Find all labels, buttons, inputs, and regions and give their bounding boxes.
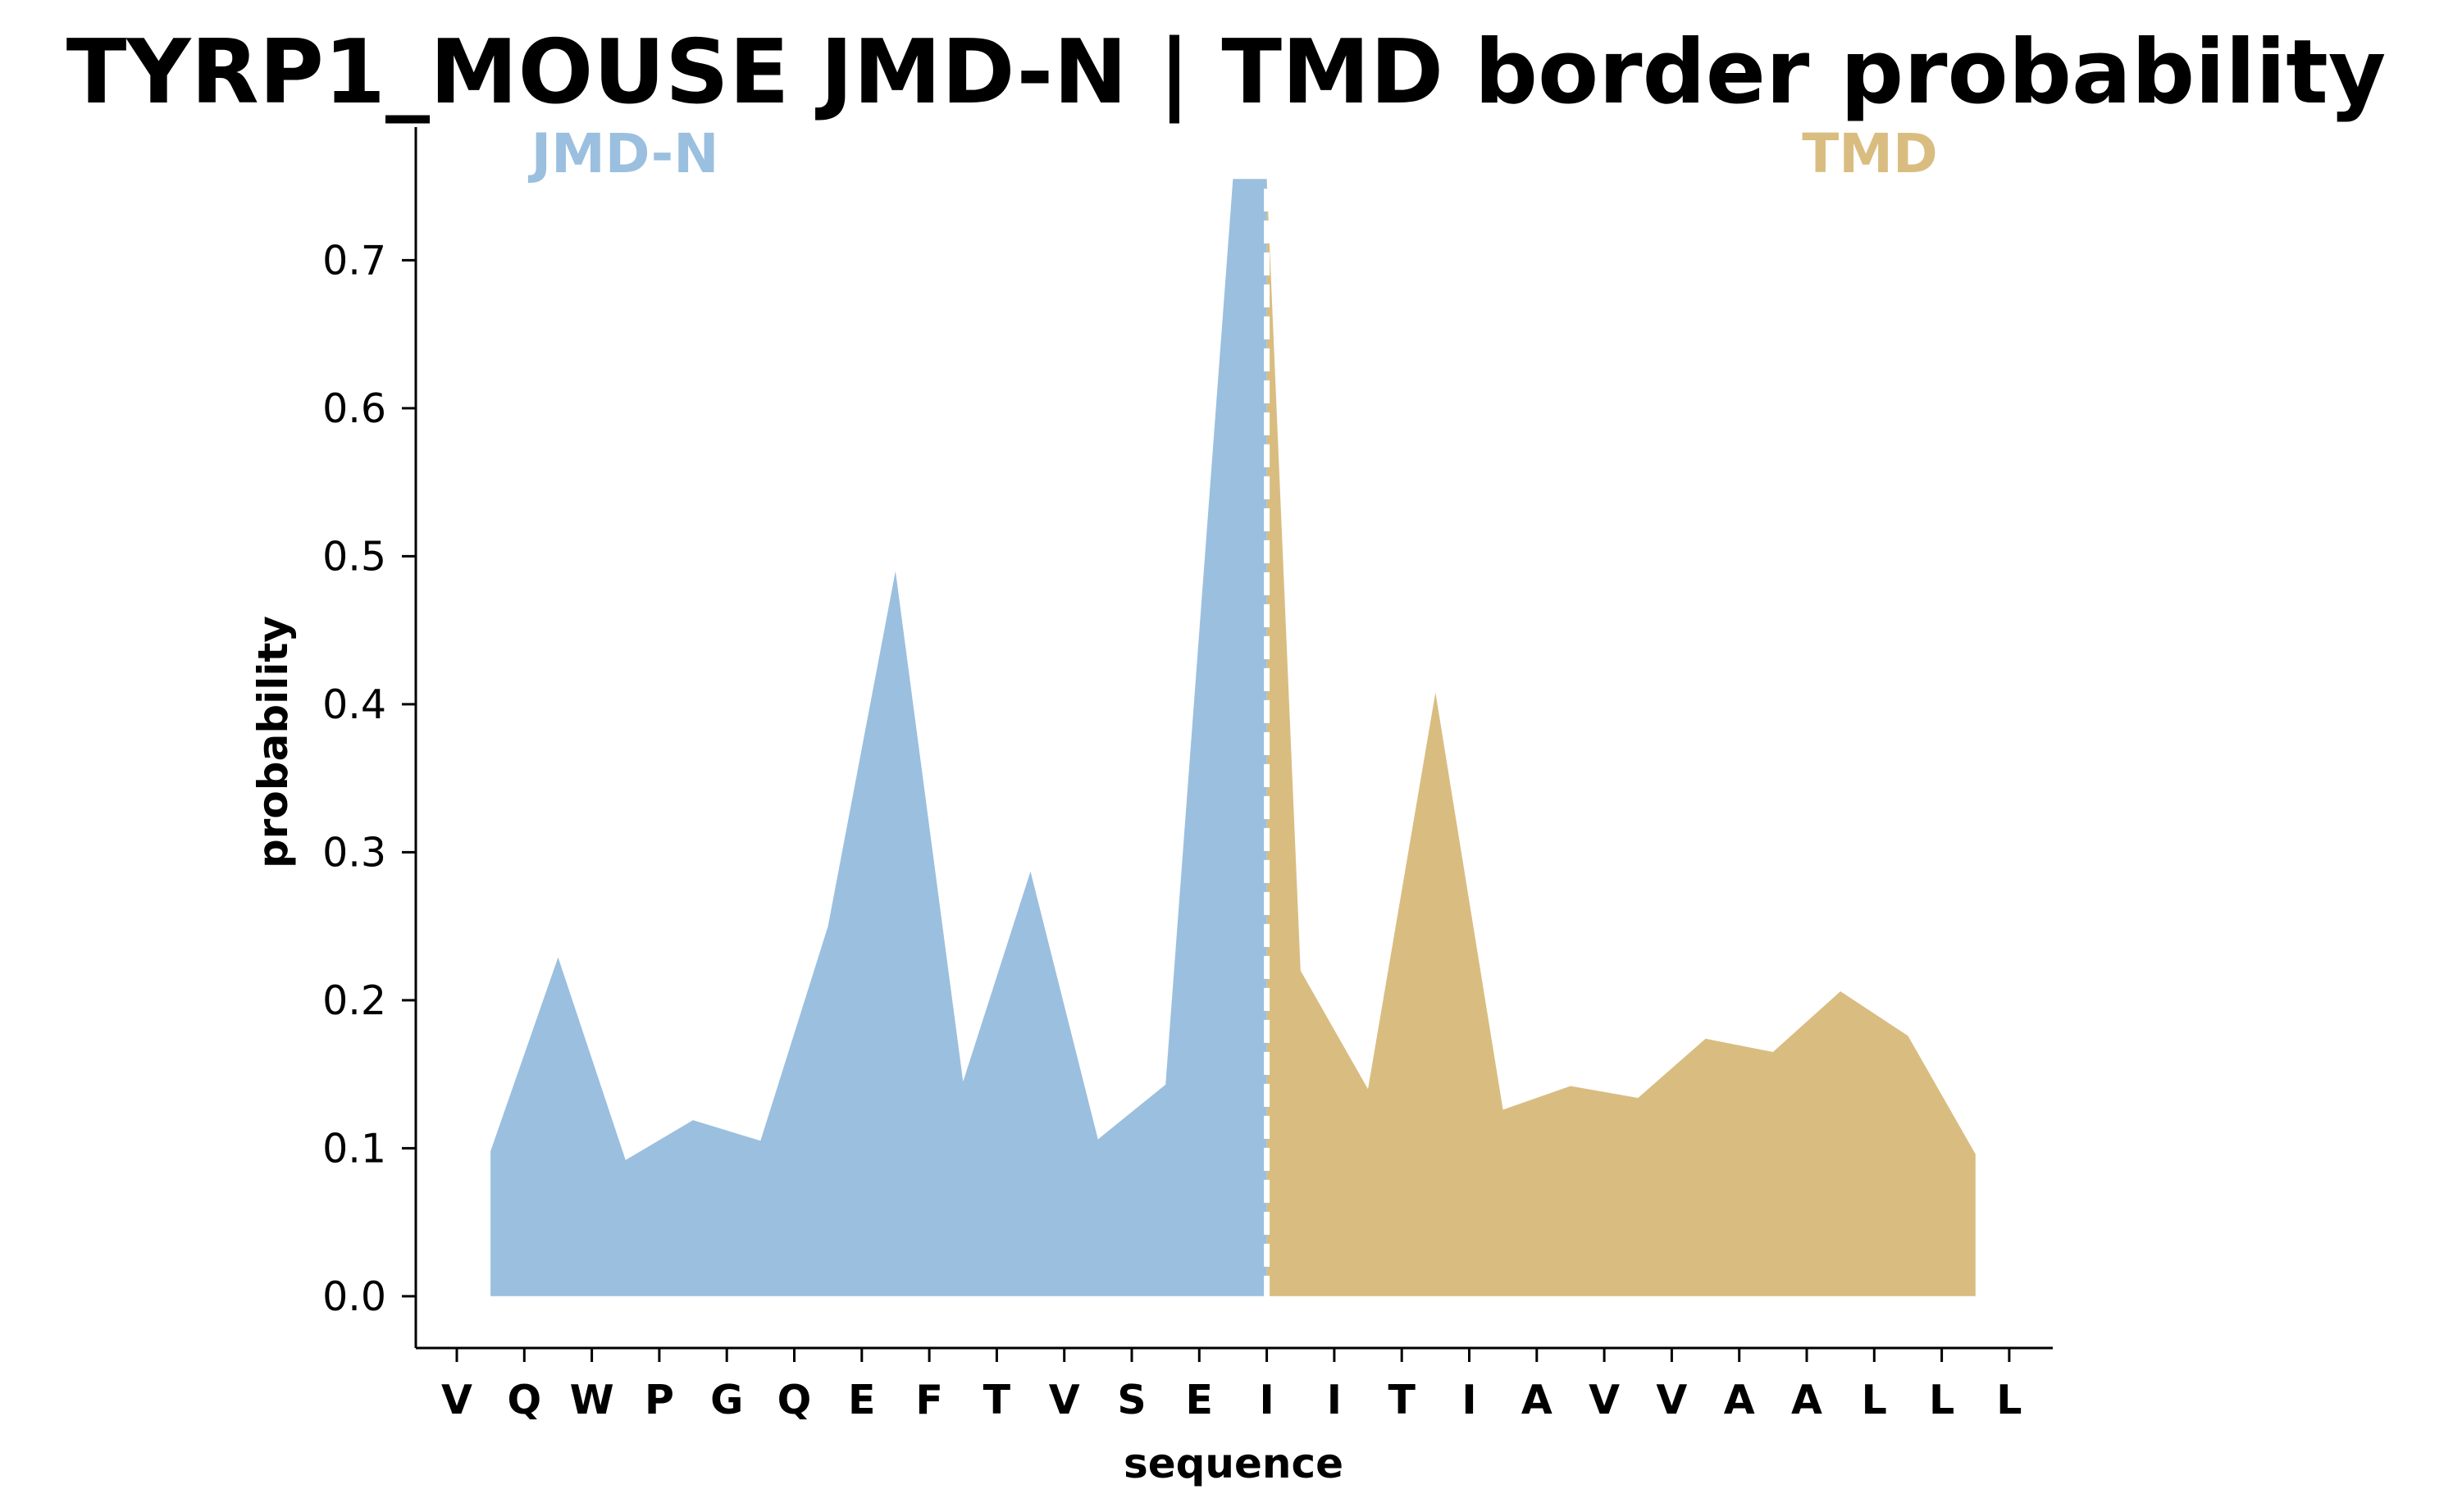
x-tick-label: I <box>1259 1377 1274 1423</box>
x-tick-label: Q <box>777 1377 812 1423</box>
x-tick-label: L <box>1929 1377 1954 1423</box>
area-layer <box>490 179 1976 1296</box>
x-tick-label: A <box>1724 1377 1755 1423</box>
y-tick-label: 0.1 <box>322 1125 386 1172</box>
region-label-tmd: TMD <box>1802 122 1937 185</box>
chart-title: TYRP1_MOUSE JMD-N | TMD border probabili… <box>66 21 2387 124</box>
x-tick-label: V <box>441 1377 472 1423</box>
y-ticks: 0.0 0.1 0.2 0.3 0.4 0.5 0.6 0.7 <box>322 237 416 1320</box>
x-tick-label: G <box>710 1377 743 1423</box>
y-tick-label: 0.3 <box>322 829 386 876</box>
x-tick-label: L <box>1862 1377 1887 1423</box>
x-tick-label: P <box>645 1377 674 1423</box>
y-axis-label: probability <box>249 616 297 868</box>
x-tick-label: E <box>848 1377 875 1423</box>
x-tick-label: I <box>1461 1377 1476 1423</box>
x-tick-label: V <box>1589 1377 1620 1423</box>
x-tick-label: E <box>1186 1377 1213 1423</box>
x-tick-label: Q <box>507 1377 541 1423</box>
x-tick-label: T <box>983 1377 1011 1423</box>
y-tick-label: 0.2 <box>322 977 386 1024</box>
x-tick-label: V <box>1049 1377 1080 1423</box>
x-tick-label: S <box>1117 1377 1146 1423</box>
y-tick-label: 0.4 <box>322 681 386 728</box>
y-tick-label: 0.0 <box>322 1273 386 1320</box>
x-tick-label: A <box>1791 1377 1822 1423</box>
x-tick-label: V <box>1656 1377 1687 1423</box>
axes-layer <box>414 127 2053 1350</box>
area-jmd-n <box>490 179 1267 1296</box>
x-tick-label: T <box>1388 1377 1416 1423</box>
x-tick-label: A <box>1521 1377 1553 1423</box>
area-tmd <box>1266 179 1976 1296</box>
x-tick-label: F <box>915 1377 942 1423</box>
y-tick-label: 0.7 <box>322 237 386 284</box>
x-tick-label: L <box>1996 1377 2022 1423</box>
x-axis-label: sequence <box>1124 1440 1343 1487</box>
x-tick-label: I <box>1327 1377 1342 1423</box>
x-tick-label: W <box>570 1377 614 1423</box>
region-label-jmd-n: JMD-N <box>528 122 719 185</box>
y-tick-label: 0.5 <box>322 533 386 580</box>
y-tick-label: 0.6 <box>322 385 386 432</box>
